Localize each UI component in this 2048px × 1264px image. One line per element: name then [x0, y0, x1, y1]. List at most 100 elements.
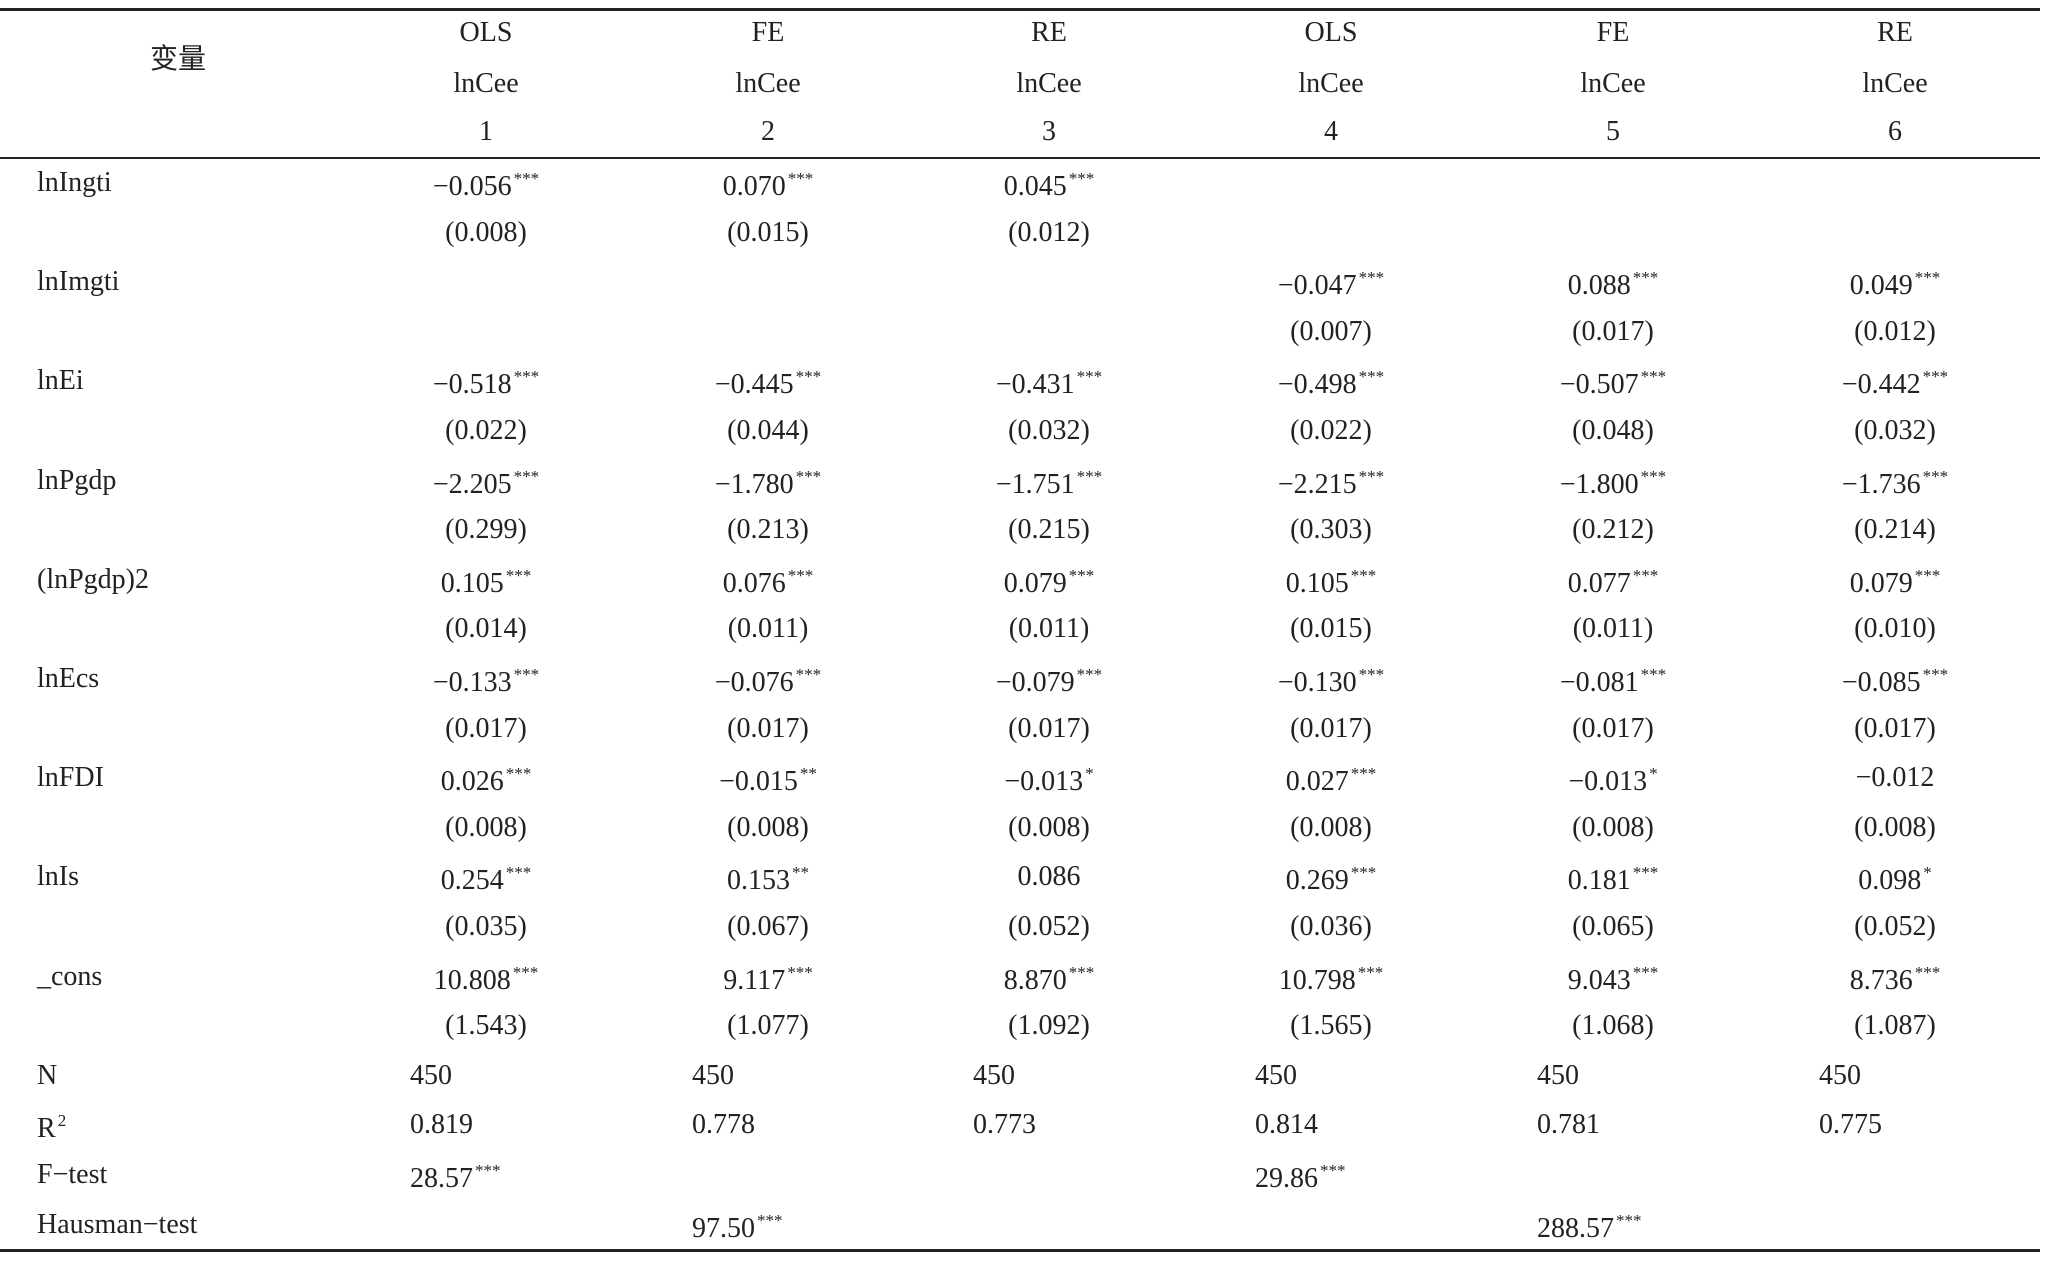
coefficient-text: 0.105 — [1285, 567, 1349, 599]
standard-error: (0.017) — [445, 712, 527, 746]
variable-label-text: lnIs — [37, 861, 79, 893]
significance-stars: *** — [1076, 665, 1103, 684]
coefficient-text: −0.133 — [432, 667, 512, 698]
standard-error-text: (1.565) — [1290, 1010, 1372, 1042]
standard-error: (1.565) — [1290, 1009, 1372, 1043]
significance-stars: *** — [513, 665, 540, 684]
label-superscript: 2 — [57, 1111, 67, 1131]
significance-stars: *** — [1632, 863, 1659, 883]
stat-value: 450 — [1537, 1059, 1579, 1093]
standard-error: (1.092) — [1008, 1009, 1090, 1043]
standard-error: (0.065) — [1572, 910, 1654, 944]
standard-error: (0.008) — [445, 811, 527, 845]
coefficient-text: −0.445 — [714, 369, 794, 401]
standard-error-text: (0.008) — [1290, 811, 1372, 843]
standard-error-text: (0.008) — [1854, 811, 1936, 843]
model-name: OLS — [1305, 16, 1358, 50]
coefficient-text: −0.431 — [995, 369, 1075, 401]
significance-stars: *** — [1068, 169, 1095, 188]
dependent-variable-text: lnCee — [1580, 68, 1646, 99]
dependent-variable-text: lnCee — [735, 68, 801, 99]
coefficient-text: 10.798 — [1278, 964, 1356, 996]
standard-error: (0.067) — [727, 910, 809, 944]
stat-value-text: 0.781 — [1537, 1109, 1600, 1141]
coefficient: −0.442 *** — [1842, 360, 1948, 402]
significance-stars: * — [1649, 764, 1658, 784]
variable-label: lnIngti — [37, 166, 112, 200]
stat-value: 450 — [410, 1059, 452, 1093]
coefficient: 0.086 — [1018, 860, 1081, 894]
column-number-text: 2 — [761, 116, 775, 147]
variable-label: lnPgdp — [37, 464, 116, 498]
coefficient: 0.269 *** — [1286, 856, 1377, 898]
standard-error-text: (0.044) — [727, 415, 809, 446]
coefficient: −0.445 *** — [715, 360, 821, 402]
standard-error-text: (0.011) — [1008, 613, 1090, 645]
stat-label: F−test — [37, 1158, 107, 1192]
coefficient-text: 0.088 — [1567, 270, 1631, 302]
coefficient: −0.015 ** — [719, 757, 817, 799]
stat-value-text: 450 — [973, 1059, 1015, 1091]
stat-value: 28.57 *** — [410, 1154, 501, 1196]
coefficient: −1.751 *** — [996, 460, 1102, 502]
stat-value: 450 — [1255, 1059, 1297, 1093]
stat-value-text: 97.50 — [692, 1212, 755, 1244]
significance-stars: *** — [1358, 367, 1385, 387]
standard-error: (1.068) — [1572, 1009, 1654, 1043]
column-number-text: 4 — [1324, 116, 1338, 147]
standard-error: (0.008) — [1008, 811, 1090, 845]
standard-error: (0.022) — [1290, 414, 1372, 448]
coefficient: −2.215 *** — [1278, 460, 1384, 502]
coefficient: −0.507 *** — [1560, 360, 1666, 402]
coefficient-text: 0.254 — [440, 865, 504, 897]
standard-error-text: (0.032) — [1008, 415, 1090, 446]
coefficient-text: 0.076 — [722, 567, 786, 599]
stat-value-text: 0.778 — [692, 1109, 755, 1141]
standard-error: (0.011) — [1573, 612, 1654, 646]
standard-error: (0.052) — [1854, 910, 1936, 944]
significance-stars: *** — [1357, 962, 1384, 982]
coefficient-text: 8.870 — [1003, 964, 1067, 996]
variable-label: lnEi — [37, 364, 84, 398]
significance-stars: *** — [1068, 565, 1095, 585]
significance-stars: *** — [1914, 565, 1941, 585]
standard-error-text: (1.077) — [727, 1010, 809, 1042]
standard-error-text: (0.010) — [1854, 613, 1936, 645]
standard-error-text: (0.215) — [1008, 514, 1090, 546]
column-number-text: 1 — [479, 116, 493, 147]
significance-stars: *** — [1076, 466, 1103, 486]
stat-value: 0.819 — [410, 1108, 473, 1142]
dependent-variable: lnCee — [1862, 67, 1927, 101]
coefficient: 0.070 *** — [723, 162, 814, 204]
stat-value: 450 — [692, 1059, 734, 1093]
stat-label-text: N — [37, 1059, 58, 1091]
coefficient: 0.181 *** — [1568, 856, 1659, 898]
significance-stars: *** — [475, 1161, 501, 1180]
coefficient: 0.098 * — [1858, 856, 1932, 898]
stat-value: 450 — [1819, 1059, 1861, 1093]
column-number: 6 — [1888, 115, 1902, 149]
standard-error: (0.017) — [1008, 712, 1090, 746]
coefficient: −0.013 * — [1568, 757, 1657, 799]
coefficient-text: −0.013 — [1004, 766, 1084, 798]
coefficient-text: 0.105 — [440, 567, 504, 599]
model-name-text: FE — [751, 17, 785, 48]
coefficient: 10.798 *** — [1279, 956, 1384, 998]
standard-error: (0.032) — [1008, 414, 1090, 448]
standard-error-text: (0.007) — [1290, 315, 1372, 347]
stat-value: 450 — [973, 1059, 1015, 1093]
standard-error-text: (0.008) — [1572, 811, 1654, 843]
significance-stars: *** — [1632, 565, 1659, 585]
model-name: RE — [1877, 16, 1913, 50]
coefficient-text: 0.079 — [1003, 567, 1067, 599]
standard-error-text: (0.303) — [1290, 514, 1372, 546]
stat-value-text: 450 — [692, 1059, 734, 1091]
coefficient-text: 9.043 — [1567, 964, 1631, 996]
significance-stars: *** — [757, 1210, 783, 1230]
significance-stars: *** — [512, 962, 539, 982]
model-name: FE — [1597, 16, 1630, 50]
stat-value: 0.814 — [1255, 1108, 1318, 1142]
variable-label: lnImgti — [37, 265, 119, 299]
standard-error: (0.012) — [1008, 216, 1090, 250]
model-name-text: RE — [1031, 17, 1067, 48]
